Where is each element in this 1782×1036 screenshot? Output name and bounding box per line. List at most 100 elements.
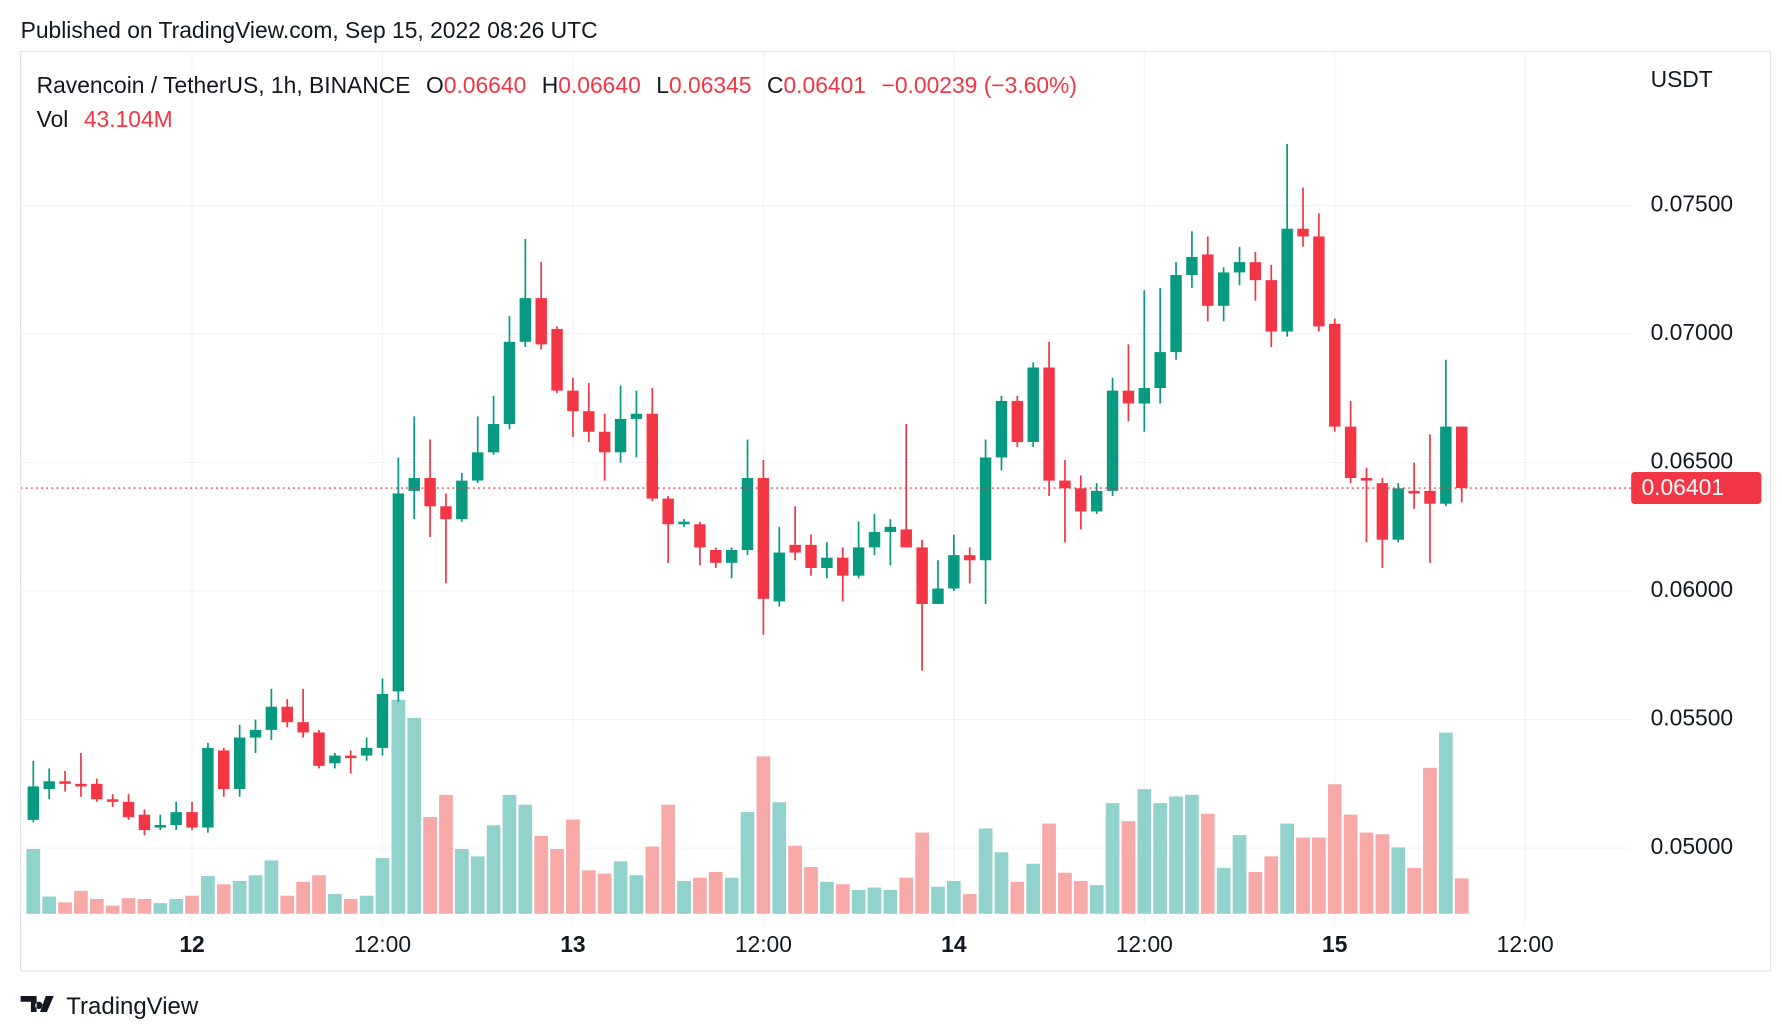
volume-bar — [1407, 867, 1421, 914]
y-tick-label: 0.06000 — [1651, 576, 1734, 602]
volume-bar — [486, 825, 501, 914]
candle-body — [757, 478, 770, 599]
candle-body — [265, 706, 278, 730]
volume-bar — [1200, 813, 1215, 914]
legend-line: Ravencoin / TetherUS, 1h, BINANCE O0.066… — [37, 72, 1077, 98]
candle-body — [186, 812, 198, 828]
volume-bar — [1073, 880, 1088, 914]
candle-body — [678, 521, 690, 525]
volume-bar — [804, 867, 818, 914]
candle-body — [995, 400, 1008, 458]
candle-body — [1249, 262, 1262, 281]
volume-bar — [454, 849, 469, 914]
candle-body — [424, 478, 436, 507]
volume-bar — [708, 871, 723, 914]
volume-bar — [1248, 871, 1263, 914]
candle-body — [1297, 228, 1309, 237]
candle-body — [1106, 390, 1119, 491]
candle-body — [837, 557, 849, 576]
candle-body — [170, 812, 182, 825]
legend-open: 0.06640 — [444, 72, 527, 98]
candle-body — [598, 431, 611, 453]
candle-body — [376, 693, 389, 748]
volume-bar — [1105, 803, 1120, 914]
volume-bar — [1232, 835, 1247, 914]
candle-body — [932, 588, 944, 604]
volume-bar — [899, 877, 914, 914]
volume-bar — [280, 895, 295, 914]
candle-body — [360, 747, 373, 756]
candle-body — [1281, 228, 1293, 332]
volume-bar — [756, 756, 771, 914]
volume-legend-label: Vol — [37, 106, 69, 132]
candle-body — [59, 781, 71, 784]
candle-body — [1090, 490, 1103, 512]
legend-high: 0.06640 — [558, 72, 641, 98]
volume-bar — [391, 699, 406, 914]
volume-bar — [566, 819, 580, 914]
candle-body — [122, 801, 135, 818]
volume-bar — [1359, 832, 1374, 914]
x-tick-label: 12 — [179, 931, 204, 957]
volume-bar — [772, 802, 787, 914]
volume-bar — [597, 873, 612, 914]
candle-body — [773, 552, 785, 602]
candle-body — [503, 341, 516, 425]
volume-bar — [645, 846, 660, 914]
volume-bar — [931, 886, 945, 914]
candle-body — [948, 555, 960, 589]
volume-bar — [851, 890, 866, 914]
volume-bar — [820, 881, 834, 914]
volume-bar — [915, 832, 929, 914]
volume-bar — [343, 899, 358, 914]
volume-bar — [867, 887, 882, 914]
volume-bar — [1439, 732, 1453, 914]
volume-bar — [1264, 856, 1279, 914]
footer-logo: TradingView — [20, 993, 199, 1020]
x-tick-label: 12:00 — [1497, 931, 1554, 957]
x-tick-label: 12:00 — [354, 931, 411, 957]
volume-bar — [359, 895, 374, 914]
candle-body — [868, 531, 881, 548]
volume-bar — [1391, 847, 1406, 914]
candle-body — [583, 411, 595, 432]
candle-body — [1122, 390, 1135, 404]
logo-mark — [20, 996, 54, 1013]
volume-layer — [26, 699, 1469, 914]
candle-body — [964, 555, 976, 561]
x-tick-label: 14 — [941, 931, 967, 957]
volume-bar — [1010, 881, 1025, 914]
candle-body — [487, 424, 500, 453]
candle-body — [551, 328, 563, 391]
candle-body — [916, 547, 928, 604]
candle-body — [852, 547, 865, 576]
volume-bar — [693, 877, 707, 914]
candle-body — [1265, 280, 1277, 332]
volume-bar — [534, 835, 549, 914]
volume-bar — [375, 858, 390, 914]
volume-bar — [835, 884, 850, 914]
candle-body — [138, 814, 151, 831]
candle-body — [1392, 488, 1404, 540]
volume-bar — [661, 804, 676, 914]
volume-bar — [740, 812, 755, 914]
candle-body — [297, 722, 309, 733]
candle-layer — [27, 143, 1468, 836]
candle-body — [1233, 262, 1246, 273]
candle-body — [1075, 488, 1087, 512]
candle-body — [1360, 478, 1373, 481]
candle-body — [202, 747, 214, 828]
volume-bar — [105, 905, 120, 914]
volume-bar — [1121, 821, 1136, 914]
candle-body — [821, 557, 833, 568]
volume-bar — [169, 899, 184, 914]
legend-symbol: Ravencoin / TetherUS, 1h, BINANCE — [37, 72, 411, 98]
volume-bar — [946, 880, 961, 914]
volume-bar — [153, 903, 168, 914]
volume-bar — [581, 870, 596, 914]
volume-bar — [1026, 863, 1041, 914]
candle-body — [392, 493, 405, 692]
volume-bar — [423, 817, 437, 914]
volume-bar — [1327, 784, 1342, 914]
volume-bar — [1185, 794, 1199, 914]
